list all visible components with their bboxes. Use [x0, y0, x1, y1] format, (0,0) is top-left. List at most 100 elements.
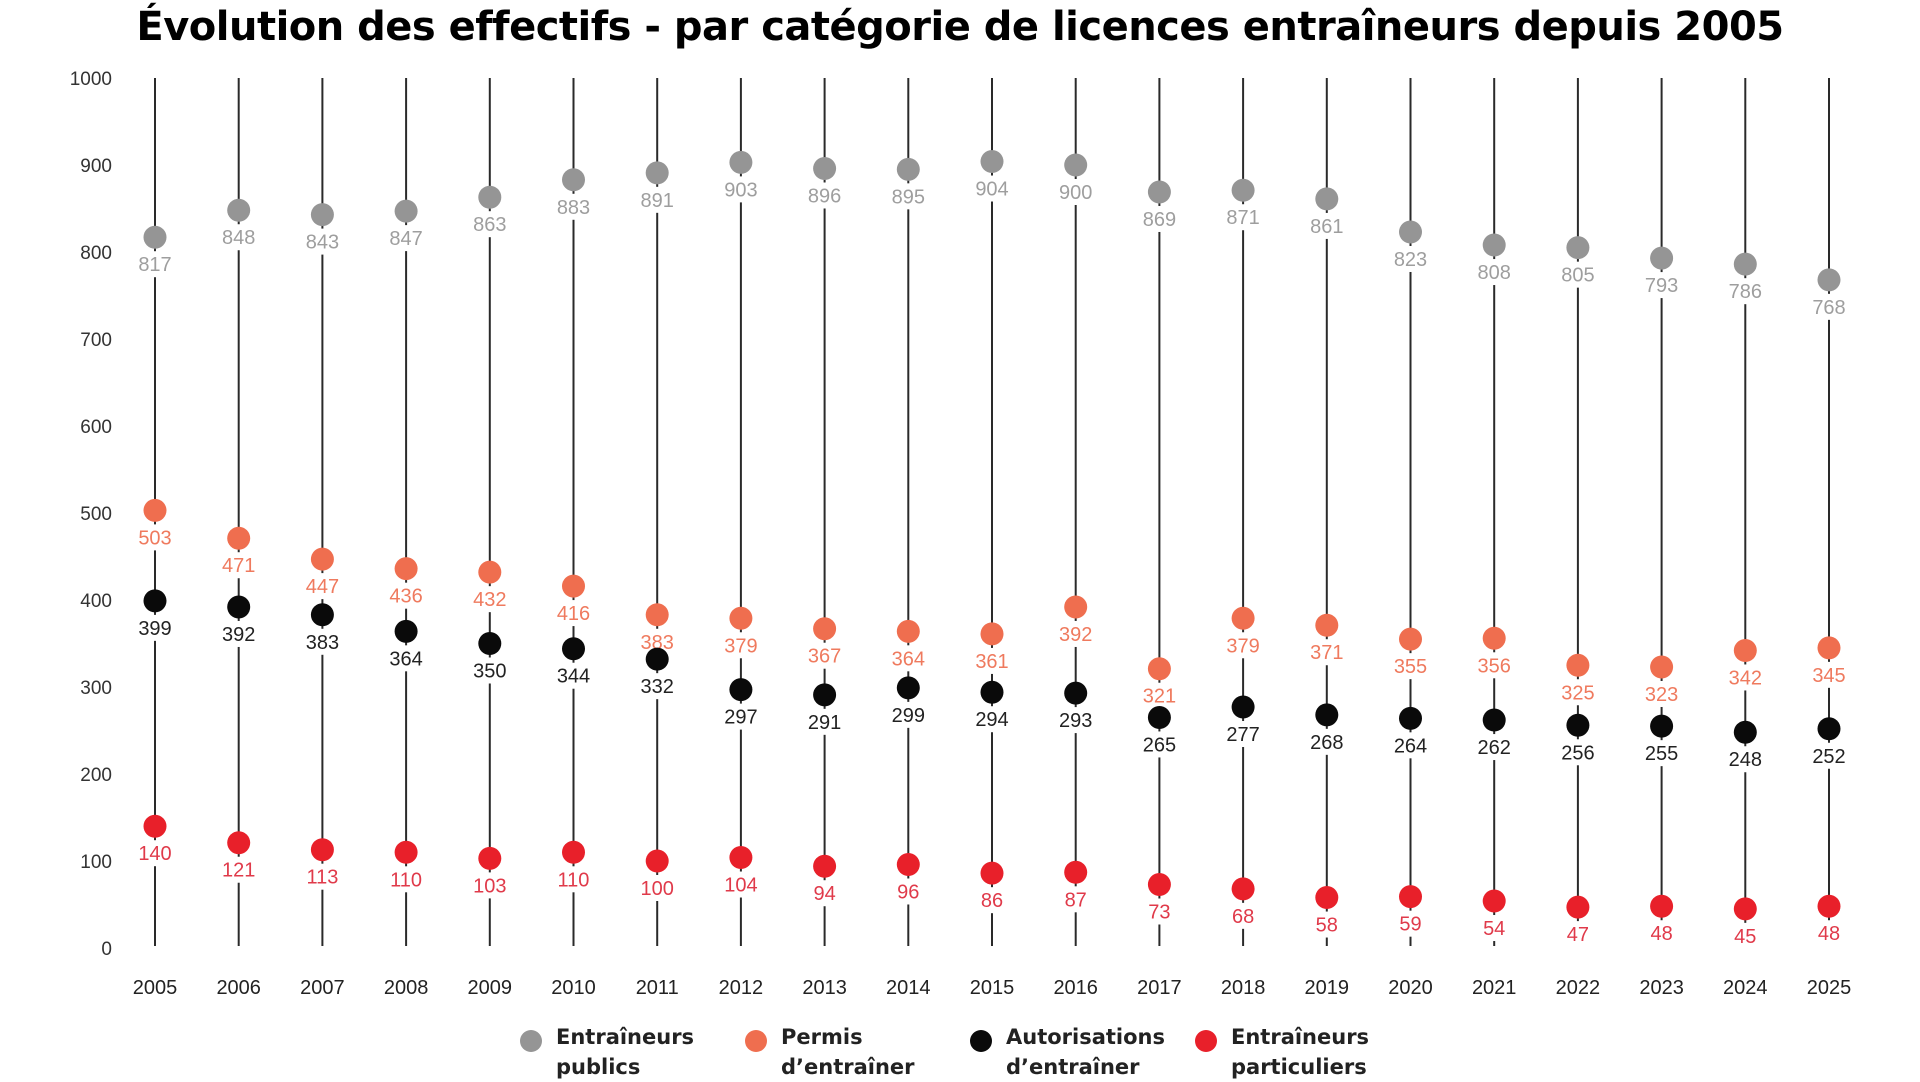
value-label-bg — [718, 703, 763, 730]
data-label: 103 — [473, 875, 506, 897]
legend-dot-icon — [1195, 1030, 1217, 1052]
legend-dot-icon — [745, 1030, 767, 1052]
x-tick-label: 2013 — [802, 977, 847, 999]
x-tick-label: 2024 — [1723, 977, 1768, 999]
value-label-bg — [1472, 652, 1517, 679]
value-label-bg — [1555, 679, 1600, 706]
y-tick-label: 1000 — [70, 69, 112, 90]
value-label-bg — [886, 645, 931, 672]
data-point — [896, 676, 920, 700]
data-point — [227, 526, 251, 550]
data-label: 383 — [306, 632, 339, 654]
value-label-bg — [384, 866, 429, 893]
value-label-bg — [1304, 639, 1349, 666]
data-point — [310, 203, 334, 227]
data-label: 45 — [1734, 926, 1756, 948]
data-point — [1650, 714, 1674, 738]
data-label: 863 — [473, 214, 506, 236]
value-label-bg — [1053, 886, 1098, 913]
data-label: 447 — [306, 576, 339, 598]
value-label-bg — [467, 872, 512, 899]
data-point — [143, 814, 167, 838]
value-label-bg — [1221, 204, 1266, 231]
data-point — [1817, 894, 1841, 918]
value-label-bg — [1807, 920, 1851, 947]
data-point — [562, 574, 585, 598]
x-tick-label: 2018 — [1221, 977, 1266, 999]
data-point — [1482, 889, 1506, 913]
data-label: 94 — [813, 883, 835, 905]
data-point — [1399, 220, 1422, 244]
data-label: 900 — [1059, 182, 1092, 204]
value-label-bg — [1472, 915, 1517, 942]
data-label: 87 — [1065, 889, 1087, 911]
legend-item-permis: Permis d’entraîner — [745, 1022, 970, 1082]
value-label-bg — [133, 614, 177, 641]
data-point — [1399, 627, 1422, 651]
data-point — [1147, 872, 1171, 896]
data-label: 883 — [557, 197, 590, 219]
x-tick-label: 2010 — [551, 977, 596, 999]
value-label-bg — [718, 871, 763, 898]
data-point — [1315, 187, 1339, 211]
y-tick-label: 800 — [80, 243, 112, 264]
value-label-bg — [1137, 682, 1182, 709]
data-label: 121 — [222, 860, 255, 882]
value-label-bg — [1221, 902, 1266, 929]
value-label-bg — [718, 176, 763, 203]
value-label-bg — [300, 863, 345, 890]
data-point — [813, 156, 837, 180]
x-tick-label: 2016 — [1053, 977, 1098, 999]
data-label: 848 — [222, 227, 255, 249]
value-label-bg — [1639, 272, 1684, 299]
data-label: 255 — [1645, 743, 1678, 765]
data-point — [896, 157, 920, 181]
value-label-bg — [1304, 911, 1349, 938]
data-point — [1315, 886, 1339, 910]
y-tick-label: 900 — [80, 156, 112, 177]
y-tick-label: 0 — [101, 939, 112, 960]
value-label-bg — [1472, 734, 1517, 761]
data-label: 361 — [975, 651, 1008, 673]
y-tick-label: 100 — [80, 852, 112, 873]
data-point — [143, 589, 167, 613]
value-label-bg — [1807, 293, 1851, 320]
data-label: 371 — [1310, 642, 1343, 664]
data-point — [143, 498, 167, 522]
value-label-bg — [300, 628, 345, 655]
data-point — [1399, 706, 1422, 730]
data-label: 110 — [390, 869, 422, 891]
data-label: 100 — [641, 878, 674, 900]
value-label-bg — [1221, 632, 1266, 659]
value-label-bg — [300, 228, 345, 255]
data-point — [896, 619, 920, 643]
data-point — [1147, 705, 1171, 729]
data-point — [1399, 885, 1422, 909]
legend: Entraîneurs publics Permis d’entraîner A… — [520, 1022, 1455, 1082]
data-point — [1733, 897, 1757, 921]
y-tick-label: 700 — [80, 330, 112, 351]
data-point — [645, 603, 669, 627]
data-point — [645, 647, 669, 671]
value-label-bg — [802, 708, 847, 735]
value-label-bg — [1053, 179, 1098, 205]
data-point — [394, 199, 418, 223]
data-point — [1231, 695, 1255, 719]
data-point — [1566, 895, 1590, 919]
value-label-bg — [802, 182, 847, 209]
y-tick-label: 600 — [80, 417, 112, 438]
y-tick-label: 300 — [80, 678, 112, 699]
value-label-bg — [1304, 728, 1349, 755]
data-label: 392 — [1059, 624, 1092, 646]
data-point — [310, 603, 334, 627]
data-point — [980, 861, 1004, 885]
data-point — [1817, 268, 1841, 292]
value-label-bg — [1053, 620, 1098, 647]
data-label: 104 — [724, 875, 757, 897]
legend-item-autorisations: Autorisations d’entraîner — [970, 1022, 1195, 1082]
legend-label: Entraîneurs publics — [556, 1025, 695, 1079]
data-point — [1482, 233, 1506, 257]
data-point — [394, 619, 418, 643]
data-point — [1315, 703, 1339, 727]
value-label-bg — [970, 706, 1014, 733]
